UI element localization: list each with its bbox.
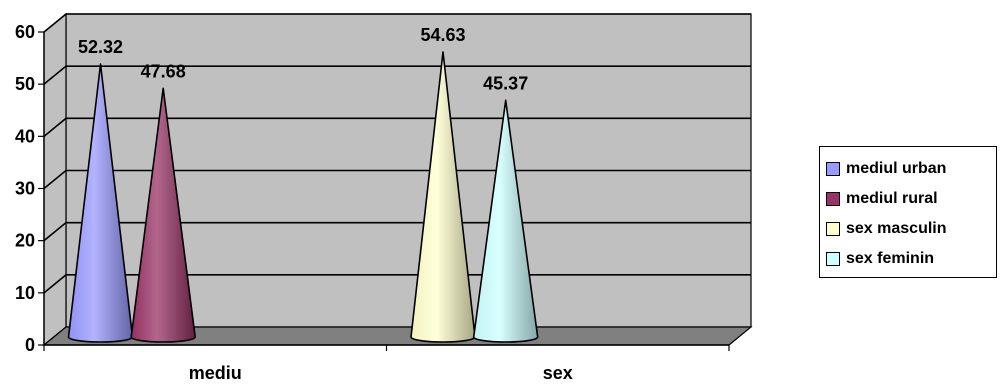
legend-swatch [826, 222, 840, 236]
legend-item: sex feminin [826, 244, 996, 274]
legend-item: mediul urban [826, 154, 996, 184]
legend-item: sex masculin [826, 214, 996, 244]
y-tick-label: 10 [15, 283, 35, 303]
y-tick-label: 50 [15, 74, 35, 94]
gridline [43, 65, 751, 85]
y-axis-ticks: 0 10 20 30 40 50 60 [15, 22, 44, 355]
legend: mediul urban mediul rural sex masculin sex … [819, 146, 997, 278]
data-label: 47.68 [141, 61, 186, 81]
legend-swatch [826, 162, 840, 176]
cone-mediul-rural [130, 87, 196, 343]
y-tick-label: 0 [25, 335, 35, 355]
legend-swatch [826, 252, 840, 266]
x-category-label: sex [543, 363, 573, 383]
data-labels: 52.32 47.68 54.63 45.37 [78, 25, 528, 93]
legend-label: sex feminin [846, 250, 935, 267]
data-label: 45.37 [483, 73, 528, 93]
legend-label: mediul urban [846, 160, 947, 177]
cone-sex-feminin [472, 99, 539, 343]
legend-swatch [826, 192, 840, 206]
gridlines [43, 13, 751, 294]
gridline [43, 13, 751, 33]
data-label: 54.63 [420, 25, 465, 45]
x-axis-categories: mediu sex [43, 345, 730, 383]
y-tick-label: 30 [15, 179, 35, 199]
gridline [43, 117, 751, 137]
data-label: 52.32 [78, 37, 123, 57]
y-tick-label: 40 [15, 126, 35, 146]
y-tick-label: 60 [15, 22, 35, 42]
legend-label: mediul rural [846, 190, 938, 207]
legend-label: sex masculin [846, 220, 947, 237]
legend-item: mediul rural [826, 184, 996, 214]
gridline [43, 169, 751, 190]
cone-series [67, 51, 539, 343]
x-category-label: mediu [189, 363, 242, 383]
y-tick-label: 20 [15, 231, 35, 251]
